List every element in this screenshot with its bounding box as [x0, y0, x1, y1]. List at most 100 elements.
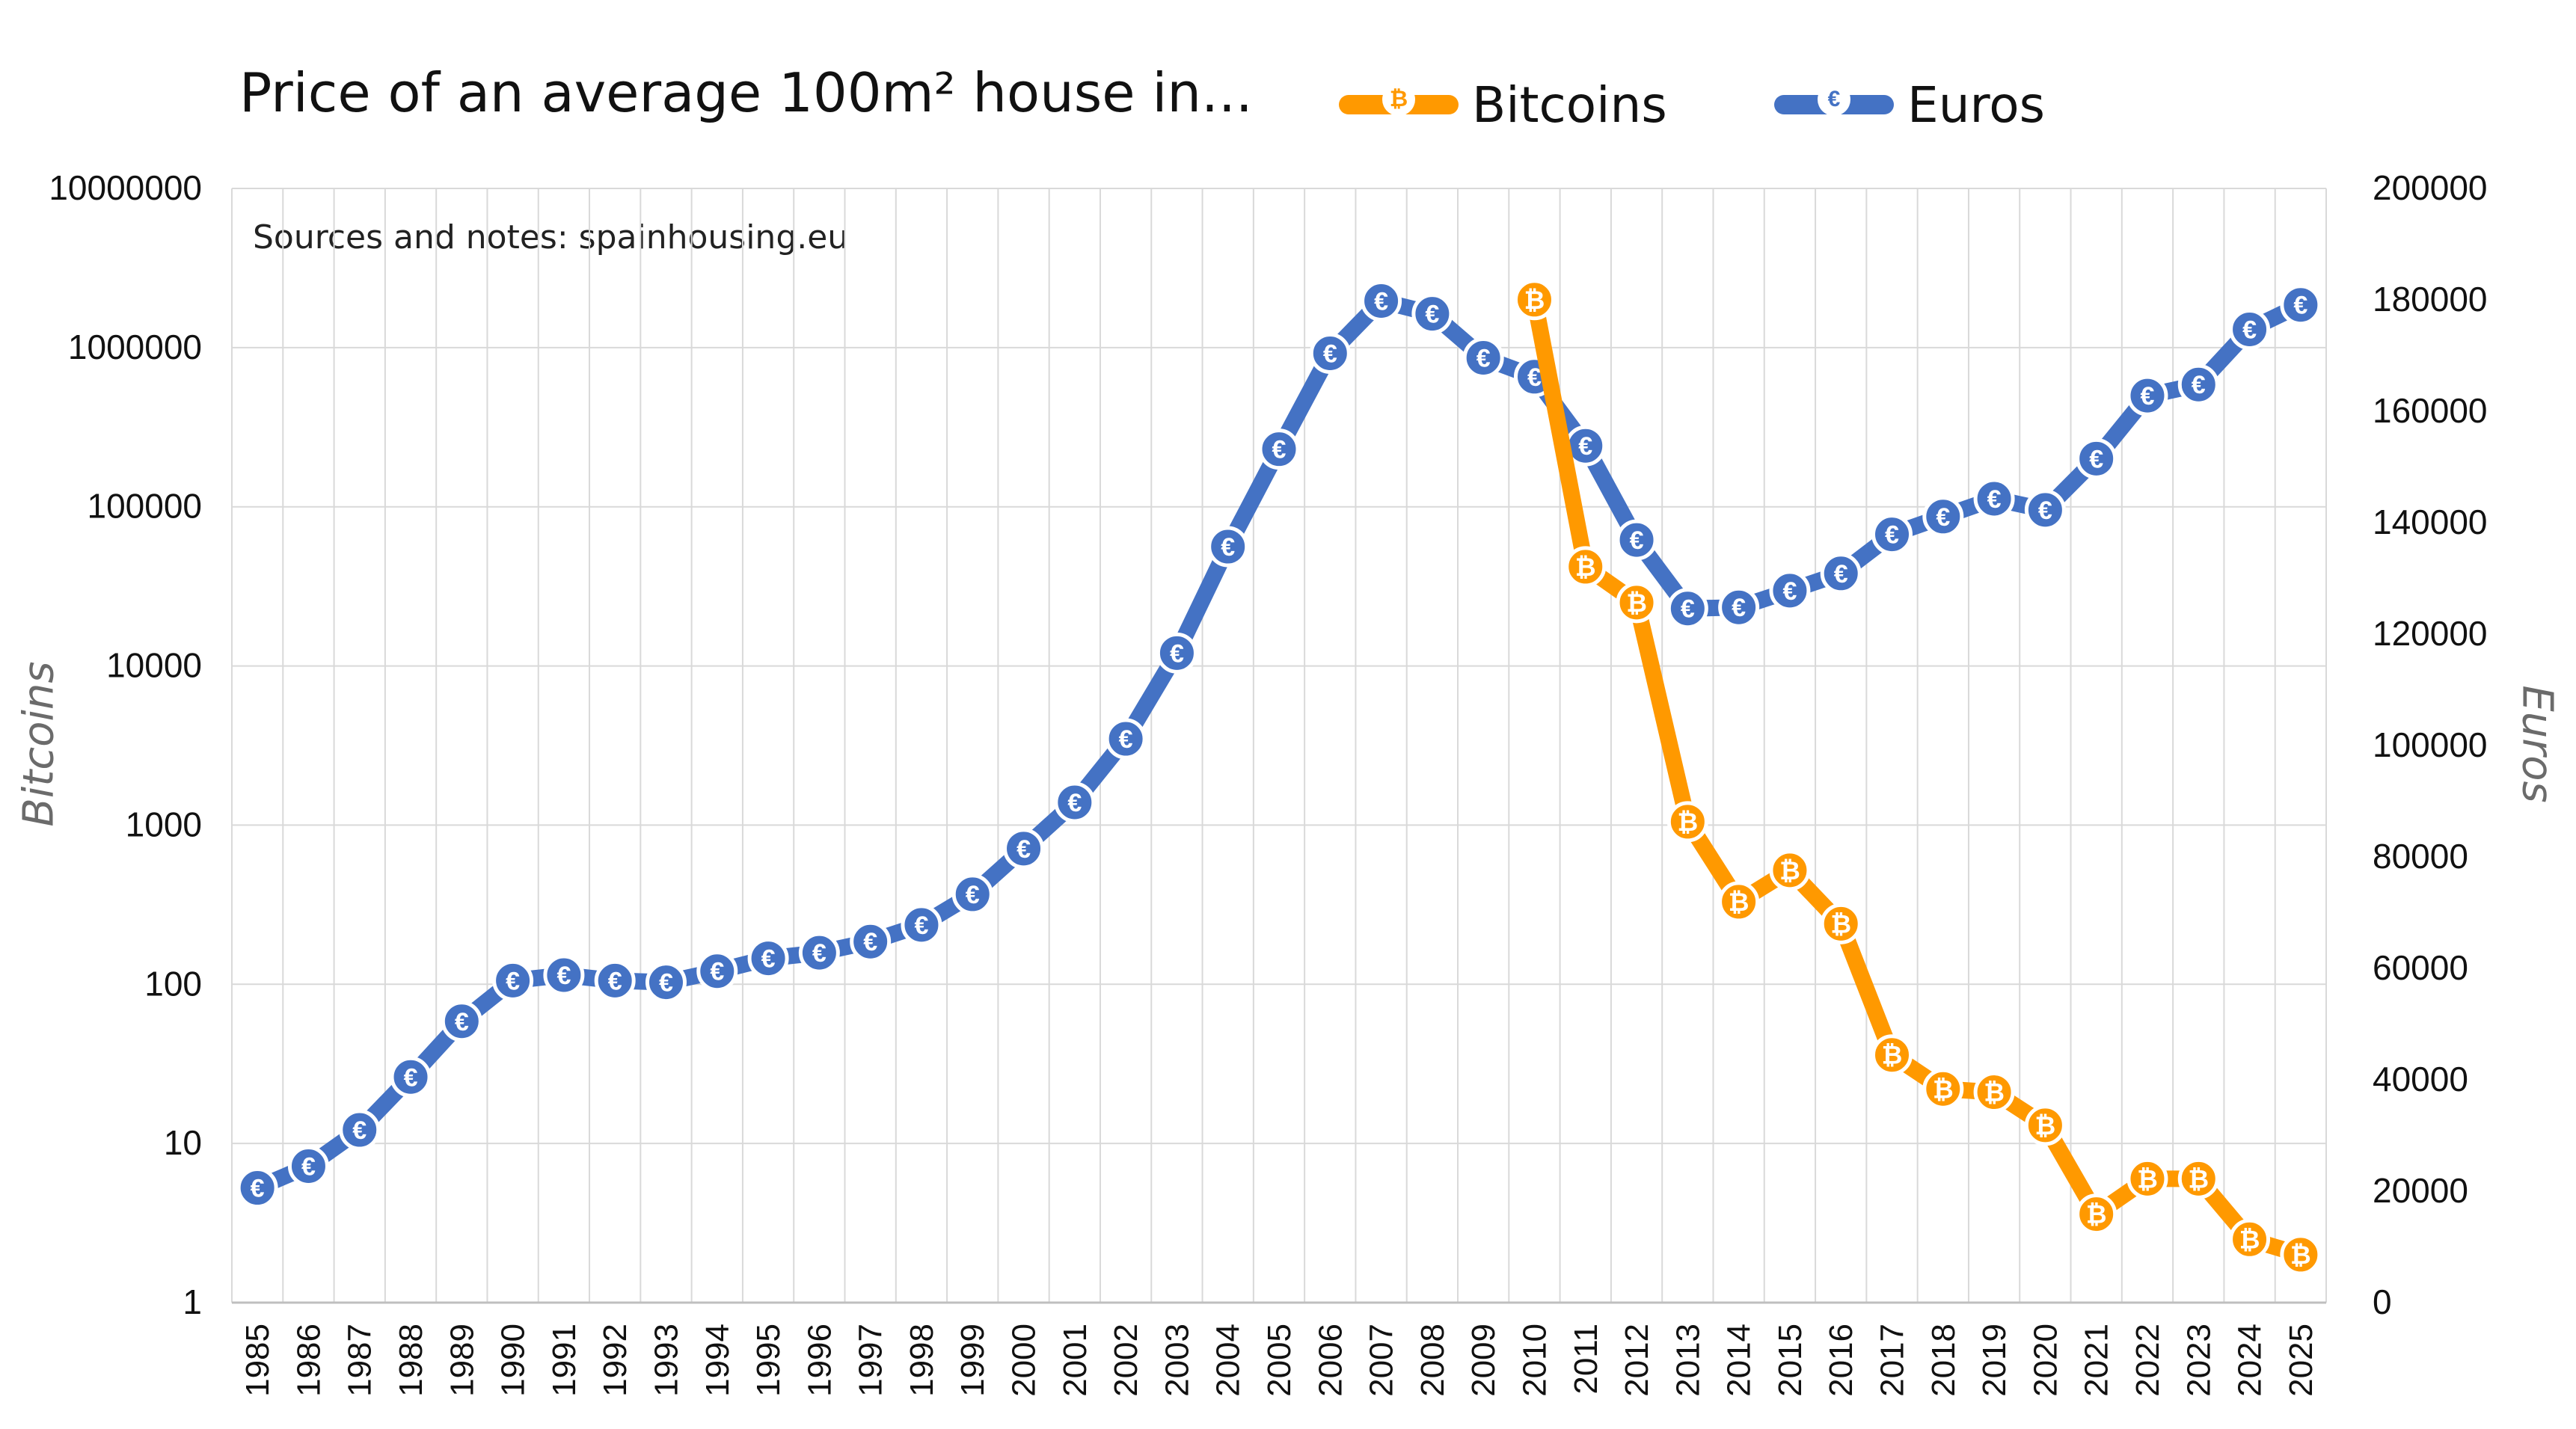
euro-icon: €	[1936, 503, 1950, 532]
data-point-marker	[1871, 1034, 1913, 1076]
x-tick-label: 2019	[1976, 1324, 2013, 1397]
euro-icon: €	[1630, 526, 1644, 555]
data-point-marker	[1820, 903, 1862, 944]
data-point: €	[1769, 570, 1811, 612]
data-point: ₿	[2076, 1193, 2117, 1235]
euro-icon: €	[1818, 83, 1850, 116]
x-tick-label: 1992	[597, 1324, 634, 1397]
x-tick-label: 2001	[1057, 1324, 1094, 1397]
data-point-marker	[2280, 284, 2322, 326]
euro-icon: €	[1578, 432, 1592, 461]
x-tick-label: 1997	[853, 1324, 889, 1397]
data-point: €	[1207, 526, 1249, 568]
y-left-tick-label: 100	[144, 964, 202, 1003]
legend-label-euros: Euros	[1907, 76, 2045, 134]
data-point-marker	[1871, 514, 1913, 556]
x-tick-label: 2018	[1925, 1324, 1962, 1397]
euro-icon: €	[2192, 371, 2206, 399]
euro-icon: €	[1476, 344, 1491, 372]
x-tick-label: 2000	[1006, 1324, 1043, 1397]
x-tick-label: 1991	[546, 1324, 583, 1397]
data-point: €	[1361, 280, 1402, 322]
x-tick-label: 2022	[2129, 1324, 2166, 1397]
y-right-tick-label: 180000	[2373, 280, 2488, 319]
bitcoin-icon: ₿	[1626, 589, 1647, 618]
data-point: ₿	[1666, 801, 1708, 843]
data-point-marker	[1003, 828, 1045, 870]
bitcoin-icon: ₿	[1779, 857, 1800, 885]
euro-icon: €	[1527, 363, 1542, 392]
euro-icon: €	[608, 967, 622, 995]
bitcoin-icon: ₿	[2239, 1226, 2260, 1254]
bitcoin-icon: ₿	[1933, 1075, 1954, 1104]
data-point: €	[441, 1001, 482, 1042]
data-point-marker	[441, 1001, 482, 1042]
x-tick-label: 2012	[1619, 1324, 1655, 1397]
x-tick-label: 1994	[699, 1324, 736, 1397]
euro-icon: €	[2038, 497, 2052, 525]
data-point-marker	[850, 921, 892, 962]
data-point-marker	[1718, 586, 1760, 628]
data-point: €	[1922, 496, 1964, 538]
data-point-marker	[1309, 333, 1351, 375]
data-point-marker	[1820, 553, 1862, 594]
legend-line-bitcoins: ₿	[1339, 83, 1459, 116]
euro-icon: €	[1987, 485, 2002, 514]
data-point-marker	[1718, 881, 1760, 923]
euro-icon: €	[556, 962, 571, 990]
y-right-tick-label: 60000	[2373, 948, 2468, 987]
data-point: €	[747, 938, 789, 980]
bitcoin-icon: ₿	[1882, 1042, 1903, 1070]
data-point-marker	[2024, 1104, 2066, 1146]
data-point-marker	[747, 938, 789, 980]
y-right-tick-label: 20000	[2373, 1171, 2468, 1210]
x-tick-label: 2020	[2027, 1324, 2064, 1397]
x-tick-label: 2008	[1414, 1324, 1451, 1397]
data-point-marker	[1666, 801, 1708, 843]
x-tick-label: 1990	[495, 1324, 532, 1397]
data-point: ₿	[2229, 1218, 2271, 1260]
data-point: €	[901, 904, 942, 946]
data-point: €	[2126, 375, 2168, 417]
legend-item-euros: € Euros	[1774, 69, 2045, 141]
x-tick-label: 2017	[1874, 1324, 1911, 1397]
data-point-marker	[1054, 781, 1096, 823]
x-tick-label: 1987	[342, 1324, 378, 1397]
y-right-tick-label: 160000	[2373, 391, 2488, 430]
euro-icon: €	[1732, 594, 1746, 622]
euro-icon: €	[506, 967, 520, 995]
data-point-marker	[1769, 849, 1811, 891]
data-point-marker	[901, 904, 942, 946]
x-tick-label: 1995	[750, 1324, 787, 1397]
euro-icon: €	[1885, 521, 1899, 550]
data-point: €	[2024, 489, 2066, 531]
euro-icon: €	[1067, 789, 1082, 817]
x-tick-label: 1998	[904, 1324, 940, 1397]
chart-title: Price of an average 100m² house in...	[239, 61, 1253, 124]
data-point-marker	[2076, 437, 2117, 479]
data-point-marker	[339, 1109, 381, 1151]
euro-icon: €	[1323, 340, 1337, 369]
data-point: €	[1309, 333, 1351, 375]
data-point: ₿	[1565, 546, 1607, 588]
data-point-marker	[1258, 428, 1300, 470]
data-point: €	[1411, 293, 1453, 335]
y-right-tick-label: 80000	[2373, 837, 2468, 876]
x-tick-label: 2010	[1516, 1324, 1553, 1397]
x-tick-label: 2005	[1261, 1324, 1298, 1397]
data-point: €	[339, 1109, 381, 1151]
euro-icon: €	[1119, 725, 1133, 754]
data-point: €	[236, 1167, 278, 1209]
data-point-marker	[951, 873, 993, 915]
data-point: ₿	[1513, 279, 1555, 321]
x-tick-label: 1986	[290, 1324, 327, 1397]
x-tick-label: 2004	[1210, 1324, 1247, 1397]
euro-icon: €	[1374, 287, 1388, 316]
x-tick-label: 1988	[393, 1324, 429, 1397]
data-point: ₿	[1718, 881, 1760, 923]
data-point-marker	[2126, 375, 2168, 417]
data-point: €	[850, 921, 892, 962]
euro-icon: €	[1272, 436, 1287, 464]
data-point: €	[492, 959, 534, 1001]
bitcoin-icon: ₿	[2188, 1165, 2209, 1193]
